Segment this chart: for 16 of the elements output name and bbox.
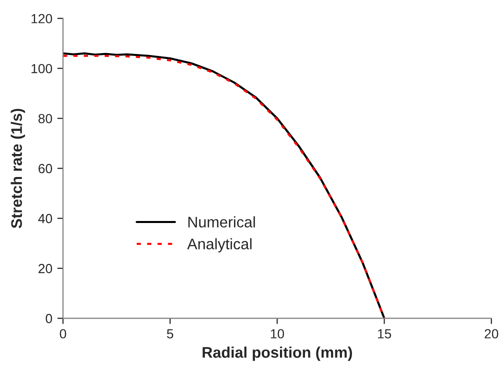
legend-label: Numerical (188, 216, 255, 228)
y-axis-title: Stretch rate (1/s) (10, 108, 26, 228)
x-tick-label: 0 (60, 329, 66, 338)
x-tick-label: 15 (378, 329, 392, 338)
x-tick-label: 20 (484, 329, 498, 338)
y-tick-label: 120 (32, 14, 52, 24)
y-tick-label: 60 (38, 164, 52, 174)
y-tick-label: 100 (32, 64, 52, 74)
x-tick-label: 5 (166, 329, 174, 338)
x-axis-title: Radial position (mm) (202, 346, 352, 361)
y-tick-label: 20 (38, 264, 52, 274)
legend-label: Analytical (187, 238, 252, 252)
x-tick-label: 10 (270, 329, 284, 338)
y-tick-label: 80 (38, 114, 52, 124)
y-tick-label: 40 (38, 214, 52, 224)
y-tick-label: 0 (46, 314, 52, 324)
